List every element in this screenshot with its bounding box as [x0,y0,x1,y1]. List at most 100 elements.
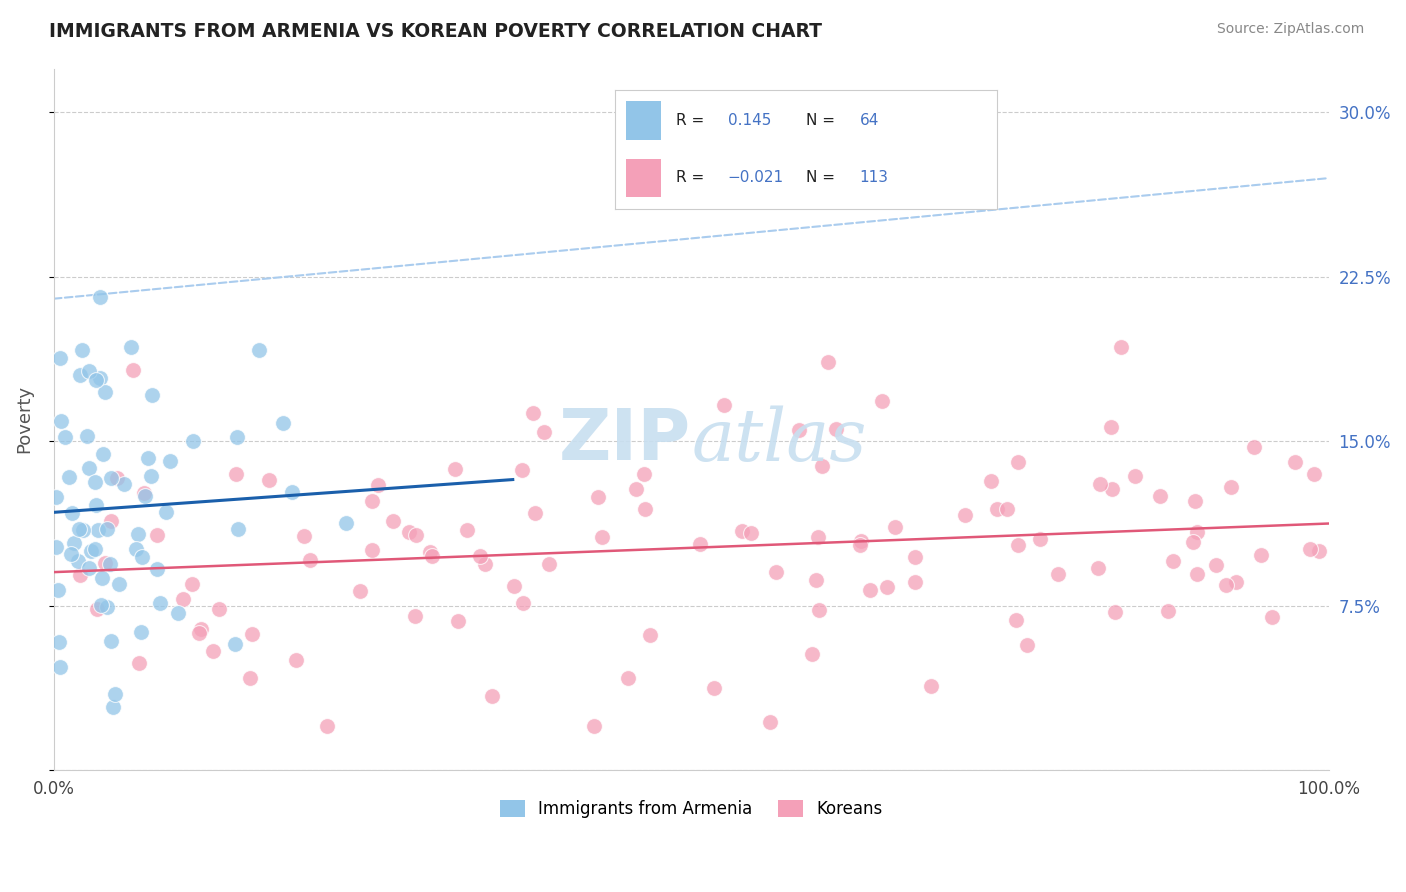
Point [100,633,122,648]
Point [60,507,83,521]
Point [817,355,839,369]
Point [980,474,1002,488]
Point [69,368,91,383]
Point [825,422,848,436]
Point [129,625,152,640]
Point [105,471,128,485]
Point [76,429,98,443]
Point [225,467,247,481]
Point [298,552,321,566]
Point [86,601,108,615]
Point [100,471,122,485]
Point [112,477,135,491]
Point [1250,548,1272,562]
Point [1215,578,1237,592]
Point [94,556,117,570]
Point [884,520,907,534]
Point [810,459,832,474]
Point [1087,560,1109,574]
Point [257,473,280,487]
Point [634,501,657,516]
Point [617,671,640,685]
Point [1017,639,1039,653]
Point [271,416,294,430]
Point [367,478,389,492]
Point [447,614,470,628]
Point [226,430,249,444]
Point [138,450,160,465]
Point [67,522,90,536]
Point [149,596,172,610]
Point [904,549,927,564]
Point [624,482,647,496]
Point [1157,604,1180,618]
Point [72,523,94,537]
Point [58,469,80,483]
Point [1185,525,1208,540]
Point [522,406,544,420]
Point [239,671,262,685]
Point [63,536,86,550]
Point [633,467,655,481]
Point [316,719,339,733]
Point [172,592,194,607]
Point [1101,482,1123,496]
Point [101,699,124,714]
Point [470,549,492,563]
Point [474,557,496,571]
Point [1308,544,1330,558]
Point [1205,558,1227,573]
Point [904,575,927,590]
Point [1303,467,1326,482]
Point [955,508,977,523]
Point [79,364,101,378]
Point [510,463,533,477]
Point [638,628,661,642]
Point [765,565,787,579]
Text: atlas: atlas [692,405,866,475]
Point [146,561,169,575]
Point [1046,567,1069,582]
Point [349,583,371,598]
Point [49,660,72,674]
Point [83,542,105,557]
Point [512,596,534,610]
Point [125,542,148,557]
Point [134,489,156,503]
Point [292,529,315,543]
Point [240,627,263,641]
Point [1149,489,1171,503]
Point [51,415,73,429]
Text: IMMIGRANTS FROM ARMENIA VS KOREAN POVERTY CORRELATION CHART: IMMIGRANTS FROM ARMENIA VS KOREAN POVERT… [49,22,823,41]
Point [360,494,382,508]
Point [284,653,307,667]
Point [83,475,105,490]
Point [1088,476,1111,491]
Point [849,538,872,552]
Point [167,606,190,620]
Point [418,545,440,559]
Point [583,719,606,733]
Point [45,490,67,504]
Point [807,603,830,617]
Point [398,524,420,539]
Point [335,516,357,530]
Point [804,573,827,587]
Point [84,373,107,387]
Point [1125,469,1147,483]
Point [1284,455,1306,469]
Point [139,469,162,483]
Point [995,502,1018,516]
Point [96,522,118,536]
Point [94,384,117,399]
Point [66,554,89,568]
Point [1185,567,1208,582]
Point [60,547,83,561]
Point [1181,534,1204,549]
Point [108,577,131,591]
Legend: Immigrants from Armenia, Koreans: Immigrants from Armenia, Koreans [494,793,889,825]
Point [48,635,70,649]
Point [381,514,404,528]
Point [740,525,762,540]
Point [45,541,67,555]
